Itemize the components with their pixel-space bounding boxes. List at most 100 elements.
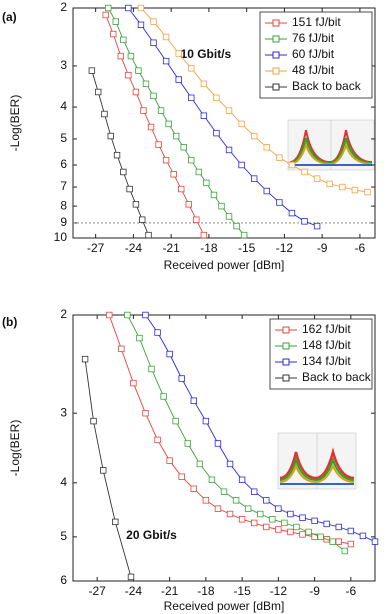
- x-tick-label: -6: [355, 241, 366, 255]
- series-line: [85, 359, 131, 577]
- marker: [348, 541, 354, 547]
- eye-inset-a: [288, 120, 374, 170]
- marker: [188, 157, 194, 163]
- legend-marker: [273, 52, 279, 58]
- marker: [167, 458, 173, 464]
- marker: [155, 330, 161, 336]
- marker: [360, 533, 366, 539]
- marker: [143, 312, 149, 318]
- y-tick-label: 5: [60, 529, 67, 543]
- marker: [263, 498, 269, 504]
- marker: [163, 157, 169, 163]
- marker: [100, 468, 106, 474]
- x-tick-label: -12: [270, 584, 288, 598]
- marker: [91, 418, 97, 424]
- eye-inset-b: [278, 433, 356, 489]
- x-axis-title: Received power [dBm]: [164, 599, 285, 613]
- x-tick-label: -21: [162, 241, 180, 255]
- marker: [365, 189, 371, 195]
- marker: [227, 461, 233, 467]
- marker: [300, 515, 306, 521]
- marker: [257, 511, 263, 517]
- marker: [234, 223, 240, 229]
- marker: [191, 398, 197, 404]
- marker: [161, 394, 167, 400]
- marker: [214, 130, 220, 136]
- marker: [105, 5, 111, 11]
- marker: [155, 437, 161, 443]
- y-tick-label: 6: [60, 573, 67, 587]
- marker: [178, 186, 184, 192]
- legend-label: 148 fJ/bit: [302, 338, 351, 352]
- y-tick-label: 3: [60, 405, 67, 419]
- marker: [201, 81, 207, 87]
- marker: [128, 574, 134, 580]
- legend-marker: [273, 36, 279, 42]
- legend-marker: [283, 359, 289, 365]
- marker: [89, 68, 95, 74]
- y-tick-label: 8: [60, 198, 67, 212]
- legend-label: 48 fJ/bit: [292, 63, 335, 77]
- y-axis-title: -Log(BER): [8, 95, 22, 152]
- x-tick-label: -18: [197, 584, 215, 598]
- marker: [186, 202, 192, 208]
- marker: [264, 188, 270, 194]
- y-tick-label: 6: [60, 157, 67, 171]
- y-tick-label: 2: [60, 0, 67, 14]
- legend-label: Back to back: [302, 370, 372, 384]
- marker: [289, 210, 295, 216]
- marker: [270, 516, 276, 522]
- y-tick-label: 2: [60, 307, 67, 321]
- marker: [277, 200, 283, 206]
- marker: [125, 312, 131, 318]
- marker: [113, 19, 119, 25]
- x-tick-label: -9: [317, 241, 328, 255]
- x-axis-title: Received power [dBm]: [164, 258, 285, 272]
- marker: [312, 518, 318, 524]
- marker: [276, 527, 282, 533]
- marker: [112, 519, 118, 525]
- annotation: 10 Gbit/s: [181, 47, 232, 61]
- marker: [126, 72, 132, 78]
- marker: [352, 187, 358, 193]
- marker: [226, 108, 232, 114]
- marker: [226, 147, 232, 153]
- marker: [318, 534, 324, 540]
- marker: [203, 418, 209, 424]
- x-tick-label: -15: [233, 584, 251, 598]
- legend-label: 134 fJ/bit: [302, 354, 351, 368]
- marker: [179, 376, 185, 382]
- marker: [148, 124, 154, 130]
- legend-marker: [273, 20, 279, 26]
- marker: [141, 108, 147, 114]
- marker: [151, 40, 157, 46]
- y-tick-label: 7: [60, 179, 67, 193]
- marker: [336, 524, 342, 530]
- x-tick-label: -6: [346, 584, 357, 598]
- marker: [137, 335, 143, 341]
- legend-marker: [273, 68, 279, 74]
- marker: [196, 169, 202, 175]
- legend-label: 76 fJ/bit: [292, 31, 335, 45]
- marker: [149, 366, 155, 372]
- marker: [82, 356, 88, 362]
- marker: [185, 441, 191, 447]
- marker: [241, 232, 247, 238]
- marker: [167, 351, 173, 357]
- marker: [138, 5, 144, 11]
- marker: [245, 506, 251, 512]
- marker: [233, 498, 239, 504]
- marker: [143, 410, 149, 416]
- marker: [306, 529, 312, 535]
- marker: [143, 81, 149, 87]
- legend-label: Back to back: [292, 79, 362, 93]
- x-tick-label: -21: [161, 584, 179, 598]
- marker: [197, 461, 203, 467]
- marker: [211, 192, 217, 198]
- marker: [194, 217, 200, 223]
- marker: [133, 89, 139, 95]
- figure: (a)Received power [dBm]-Log(BER)10 Gbit/…: [0, 0, 386, 614]
- marker: [118, 53, 124, 59]
- marker: [201, 232, 207, 238]
- marker: [221, 489, 227, 495]
